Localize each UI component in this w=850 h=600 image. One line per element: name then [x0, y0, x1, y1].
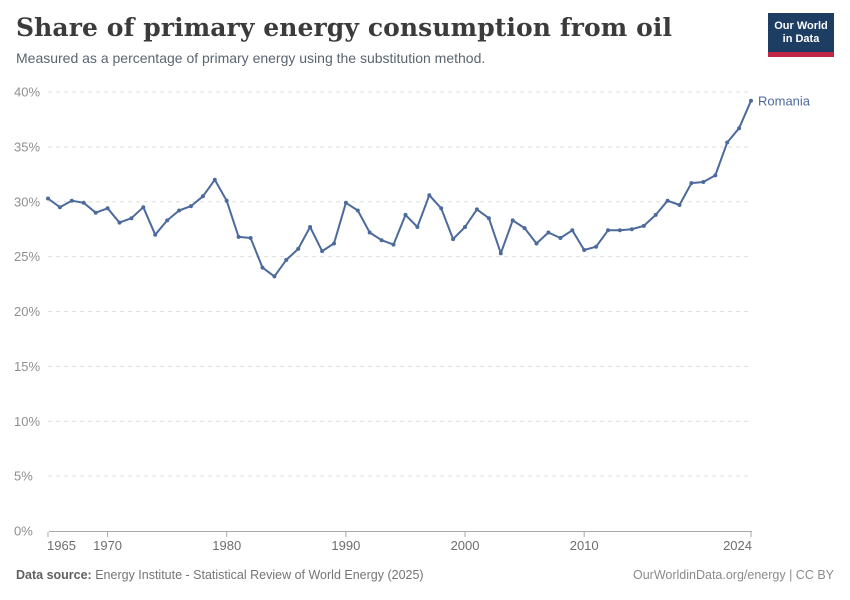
data-point — [379, 238, 384, 243]
x-tick-label: 1990 — [331, 538, 360, 553]
x-tick-label: 1965 — [47, 538, 76, 553]
data-point — [677, 203, 682, 207]
data-point — [332, 241, 336, 246]
data-point — [260, 265, 265, 270]
data-point — [439, 206, 444, 211]
data-point — [224, 198, 229, 203]
y-tick-label: 15% — [14, 359, 40, 374]
data-point — [391, 242, 396, 247]
data-point — [248, 236, 253, 240]
data-point — [546, 230, 551, 235]
data-point — [701, 180, 706, 184]
data-point — [689, 181, 694, 186]
data-point — [367, 230, 372, 235]
data-point — [570, 228, 575, 233]
entity-end-label: Romania — [758, 93, 811, 108]
data-point — [117, 220, 122, 225]
data-point — [737, 126, 742, 131]
x-tick-label: 2000 — [451, 538, 480, 553]
page-title: Share of primary energy consumption from… — [16, 13, 673, 42]
data-point — [415, 225, 420, 229]
data-point — [93, 210, 98, 215]
data-point — [105, 206, 110, 211]
x-tick-label: 2024 — [723, 538, 752, 553]
data-point — [343, 200, 348, 205]
data-point — [272, 274, 277, 279]
data-point — [629, 227, 634, 232]
data-point — [522, 226, 527, 231]
data-point — [749, 98, 753, 103]
data-point — [284, 257, 289, 262]
y-tick-label: 0% — [14, 524, 33, 539]
x-tick-label: 1970 — [93, 538, 122, 553]
data-point — [510, 218, 515, 223]
data-point — [653, 212, 658, 217]
data-point — [403, 212, 408, 217]
x-tick-label: 2010 — [570, 538, 599, 553]
data-point — [236, 234, 241, 239]
data-point — [606, 228, 610, 233]
owid-logo[interactable]: Our World in Data — [768, 13, 834, 57]
data-point — [558, 236, 563, 240]
data-point — [320, 249, 325, 254]
data-point — [594, 244, 599, 249]
data-source-value: Energy Institute - Statistical Review of… — [91, 568, 424, 582]
y-tick-label: 20% — [14, 304, 40, 319]
data-source-label: Data source: — [16, 568, 92, 582]
data-point — [189, 204, 193, 209]
chart-footer: Data source: Energy Institute - Statisti… — [16, 568, 834, 582]
data-point — [177, 208, 182, 213]
data-point — [713, 173, 718, 178]
y-tick-label: 10% — [14, 414, 40, 429]
chart-subtitle: Measured as a percentage of primary ener… — [16, 50, 486, 66]
footer-attribution[interactable]: OurWorldinData.org/energy | CC BY — [632, 568, 834, 582]
data-point — [57, 205, 62, 210]
data-point — [427, 193, 432, 198]
data-point — [534, 241, 539, 246]
data-point — [355, 208, 360, 213]
y-tick-label: 5% — [14, 469, 33, 484]
data-point — [129, 216, 134, 221]
data-point — [725, 140, 730, 145]
data-point — [69, 198, 74, 203]
owid-logo-line2: in Data — [782, 32, 820, 45]
line-series — [47, 99, 752, 278]
data-point — [46, 196, 50, 201]
series-romania[interactable]: Romania — [46, 93, 811, 279]
x-tick-label: 1980 — [212, 538, 241, 553]
y-tick-label: 25% — [14, 249, 40, 264]
data-point — [200, 194, 205, 199]
data-point — [498, 251, 503, 256]
data-point — [451, 237, 456, 242]
data-point — [81, 200, 86, 205]
data-point — [153, 232, 158, 237]
data-point — [463, 225, 467, 229]
data-point — [665, 198, 670, 203]
data-point — [582, 248, 587, 252]
data-point — [165, 218, 170, 223]
y-tick-label: 40% — [14, 85, 40, 100]
data-source: Data source: Energy Institute - Statisti… — [16, 568, 424, 582]
data-point — [486, 216, 491, 221]
data-point — [141, 205, 146, 210]
y-tick-label: 30% — [14, 194, 40, 209]
data-point — [474, 207, 479, 212]
data-point — [296, 246, 301, 251]
data-point — [617, 228, 622, 233]
y-tick-label: 35% — [14, 139, 40, 154]
data-point — [212, 177, 217, 182]
data-point — [308, 225, 313, 229]
owid-logo-line1: Our World — [774, 20, 828, 32]
data-point — [641, 223, 646, 228]
